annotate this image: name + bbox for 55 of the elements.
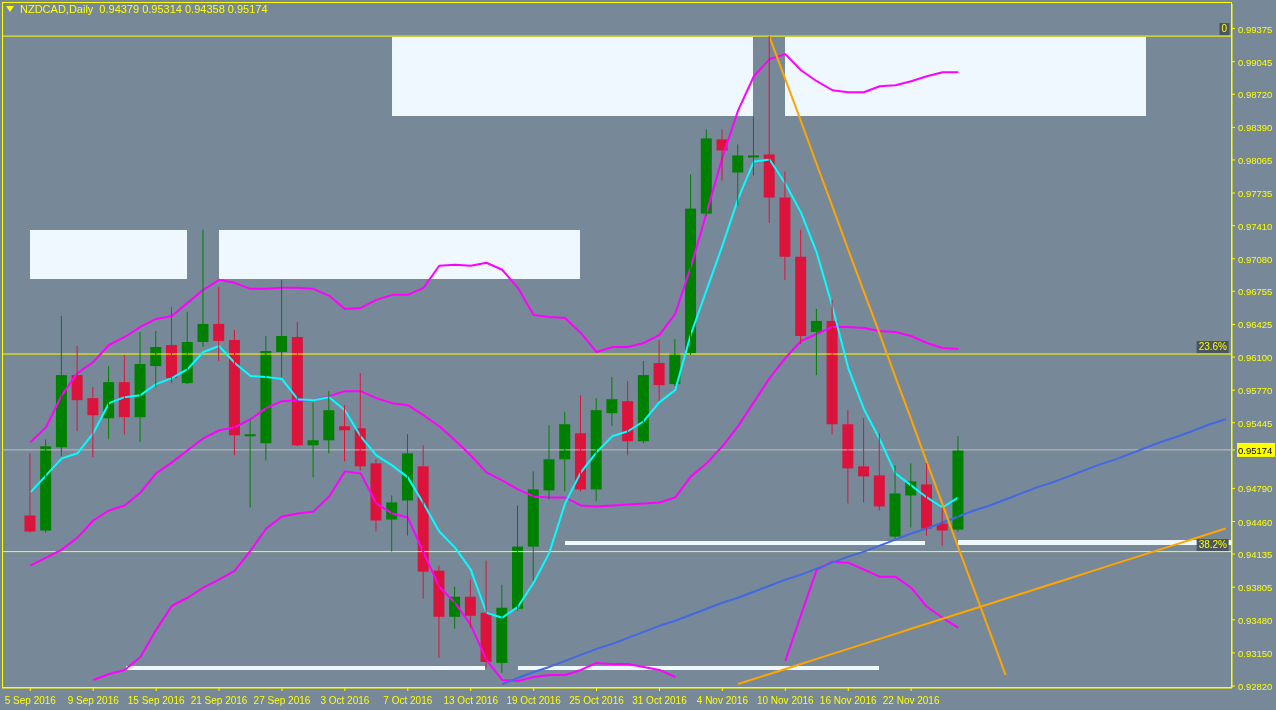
x-tick-label: 9 Sep 2016 — [67, 695, 120, 706]
y-tick-label: 0.95770 — [1238, 385, 1273, 397]
candlestick — [732, 143, 744, 207]
y-tick-label: 0.96100 — [1238, 352, 1273, 364]
candlestick — [244, 419, 256, 508]
y-tick-label: 0.94790 — [1238, 483, 1273, 495]
y-tick-label: 0.92820 — [1238, 680, 1273, 692]
x-tick-label: 31 Oct 2016 — [632, 695, 688, 706]
x-tick-label: 22 Nov 2016 — [882, 695, 940, 706]
x-tick-label: 19 Oct 2016 — [506, 695, 562, 706]
x-tick-label: 7 Oct 2016 — [383, 695, 433, 706]
candlestick — [795, 229, 807, 345]
x-tick-label: 16 Nov 2016 — [819, 695, 877, 706]
y-tick-label: 0.97080 — [1238, 253, 1273, 265]
annotation: 23.6% — [1196, 341, 1229, 354]
annotation: 0 — [1219, 23, 1229, 36]
y-tick-label: 0.96425 — [1238, 319, 1273, 331]
y-tick-label: 0.98065 — [1238, 154, 1273, 166]
line-series — [29, 53, 960, 444]
y-tick-label: 0.98720 — [1238, 89, 1273, 101]
candlestick — [747, 115, 759, 176]
y-tick-label: 0.99375 — [1238, 23, 1273, 35]
x-tick-label: 25 Oct 2016 — [569, 695, 625, 706]
y-tick-label: 0.95174 — [1238, 444, 1273, 456]
line-series — [29, 158, 960, 619]
x-tick-label: 5 Sep 2016 — [4, 695, 57, 706]
y-tick-label: 0.97735 — [1238, 188, 1273, 200]
y-tick-label: 0.98390 — [1238, 122, 1273, 134]
y-tick-label: 0.99045 — [1238, 56, 1273, 68]
candlestick — [323, 390, 335, 454]
y-tick-label: 0.97410 — [1238, 220, 1273, 232]
chart-subtitle: 0.94379 0.95314 0.94358 0.95174 — [99, 3, 268, 15]
candlestick — [213, 286, 225, 362]
x-tick-label: 10 Nov 2016 — [756, 695, 815, 706]
x-tick-label: 4 Nov 2016 — [696, 695, 749, 706]
candlestick — [464, 579, 476, 629]
candlestick — [873, 432, 885, 511]
y-tick-label: 0.93480 — [1238, 614, 1273, 626]
candlestick — [858, 417, 870, 503]
y-tick-label: 0.94135 — [1238, 549, 1273, 561]
y-tick-label: 0.93150 — [1238, 647, 1273, 659]
chart-title: NZDCAD,Daily — [20, 3, 94, 15]
x-tick-label: 15 Sep 2016 — [127, 695, 185, 706]
y-tick-label: 0.94460 — [1238, 516, 1273, 528]
candlestick — [339, 404, 351, 462]
x-tick-label: 21 Sep 2016 — [190, 695, 248, 706]
x-tick-label: 13 Oct 2016 — [443, 695, 499, 706]
annotation: 38.2% — [1196, 538, 1229, 551]
y-tick-label: 0.93805 — [1238, 582, 1273, 594]
x-tick-label: 3 Oct 2016 — [320, 695, 370, 706]
x-tick-label: 27 Sep 2016 — [253, 695, 311, 706]
line-series — [501, 418, 1227, 685]
candlestick — [276, 279, 288, 378]
y-tick-label: 0.95445 — [1238, 417, 1273, 429]
y-tick-label: 0.96755 — [1238, 286, 1273, 298]
